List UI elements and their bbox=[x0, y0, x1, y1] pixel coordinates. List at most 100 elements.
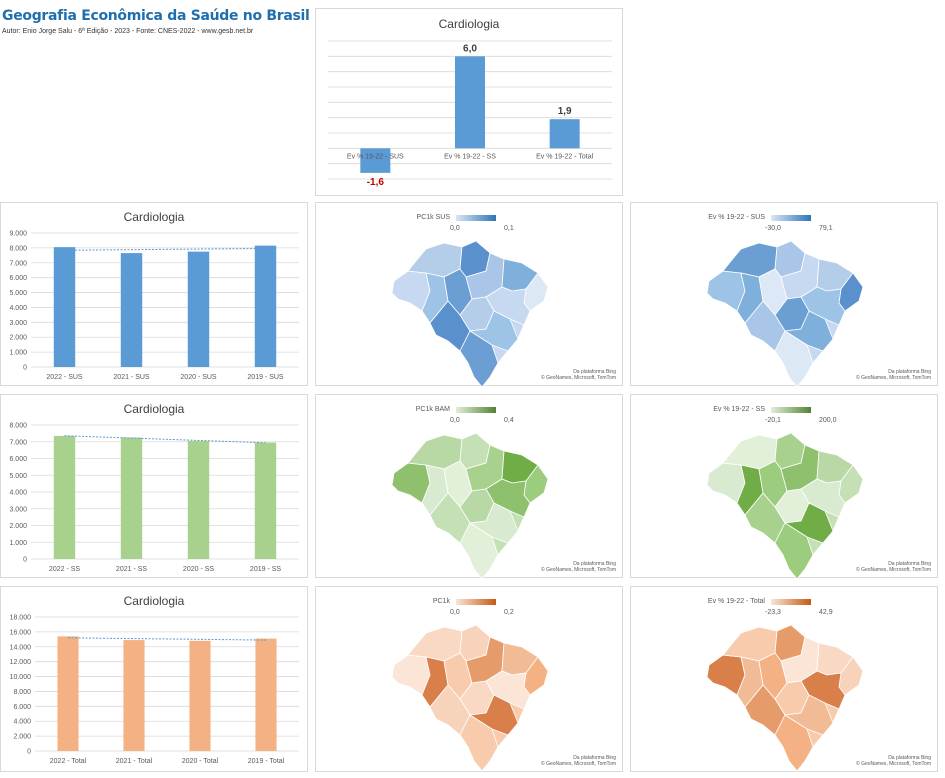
bar bbox=[120, 253, 143, 367]
y-tick-label: 1.000 bbox=[9, 540, 27, 547]
map-region bbox=[774, 714, 814, 772]
map-credit: Da plataforma Bing © GeoNames, Microsoft,… bbox=[541, 561, 616, 573]
bar bbox=[57, 636, 79, 751]
x-tick-label: 2021 - SS bbox=[116, 566, 147, 573]
chart-title: Cardiologia bbox=[123, 402, 185, 416]
bar bbox=[187, 251, 210, 367]
chart-ss: 0 1.000 2.000 3.000 4.000 5.000 6.000 7.000 8.00… bbox=[9, 423, 299, 573]
map-panel-6: Ev % 19-22 - Total -23,3 42,9 Da plataforma… bbox=[630, 586, 938, 772]
map-region bbox=[783, 694, 834, 736]
map-region bbox=[774, 330, 814, 388]
map-panel-4: Ev % 19-22 - SS -20,1 200,0 Da plataforma B… bbox=[630, 394, 938, 580]
bar bbox=[53, 435, 76, 559]
y-tick-label: 4.000 bbox=[9, 490, 27, 497]
bar bbox=[455, 56, 485, 149]
map-region bbox=[459, 522, 499, 580]
map-legend-min: 0,0 bbox=[450, 609, 460, 616]
x-tick-label: 2021 - Total bbox=[116, 758, 153, 765]
map-credit-line1: Da plataforma Bing bbox=[888, 755, 931, 761]
y-tick-label: 4.000 bbox=[9, 305, 27, 312]
map-region bbox=[468, 502, 519, 544]
y-tick-label: 5.000 bbox=[9, 290, 27, 297]
x-tick-label: 2020 - SUS bbox=[180, 374, 217, 381]
map-brazil bbox=[706, 240, 864, 388]
map-shapes bbox=[706, 624, 864, 772]
y-tick-label: 1.000 bbox=[9, 350, 27, 357]
map-brazil bbox=[706, 624, 864, 772]
y-tick-label: 8.000 bbox=[9, 245, 27, 252]
map-credit-line2: © GeoNames, Microsoft, TomTom bbox=[541, 375, 616, 381]
x-tick-label: 2020 - Total bbox=[182, 758, 219, 765]
map-brazil bbox=[391, 624, 549, 772]
x-tick-label: 2022 - SUS bbox=[46, 374, 83, 381]
chart-evolution: Ev % 19-22 - SUS -1,6 Ev % 19-22 - SS 6,0 Ev… bbox=[328, 40, 612, 188]
y-tick-label: 8.000 bbox=[9, 423, 27, 430]
map-credit-line2: © GeoNames, Microsoft, TomTom bbox=[541, 761, 616, 767]
y-tick-label: 3.000 bbox=[9, 506, 27, 513]
map-credit-line1: Da plataforma Bing bbox=[888, 369, 931, 375]
map-legend-title: PC1k BAM bbox=[415, 406, 450, 413]
map-legend-gradient bbox=[456, 215, 496, 221]
map-panel-5: PC1k 0,0 0,2 Da plataforma Bing © GeoNames, … bbox=[315, 586, 623, 772]
x-tick-label: 2019 - SUS bbox=[247, 374, 284, 381]
map-legend-title: PC1k bbox=[432, 598, 450, 605]
y-tick-label: 3.000 bbox=[9, 320, 27, 327]
bar bbox=[549, 119, 580, 149]
trendline bbox=[64, 247, 266, 251]
chart-panel-evolution: Cardiologia Ev % 19-22 - SUS -1,6 Ev % 19-… bbox=[315, 8, 623, 196]
bar bbox=[360, 148, 391, 173]
map-credit: Da plataforma Bing © GeoNames, Microsoft,… bbox=[856, 561, 931, 573]
trendline bbox=[67, 637, 267, 641]
y-tick-label: 18.000 bbox=[10, 615, 32, 622]
x-tick-label: Ev % 19-22 - SS bbox=[444, 153, 496, 160]
x-tick-label: 2021 - SUS bbox=[113, 374, 150, 381]
map-credit: Da plataforma Bing © GeoNames, Microsoft,… bbox=[541, 369, 616, 381]
map-legend-gradient bbox=[771, 215, 811, 221]
map-legend-max: 0,4 bbox=[504, 417, 514, 424]
chart-panel-ss: Cardiologia 0 1.000 2.000 3.000 4.000 5.000 6.… bbox=[0, 394, 308, 578]
y-tick-label: 0 bbox=[23, 557, 27, 564]
map-credit: Da plataforma Bing © GeoNames, Microsoft,… bbox=[856, 755, 931, 767]
bar bbox=[189, 640, 211, 751]
map-brazil bbox=[391, 432, 549, 580]
map-legend-max: 0,1 bbox=[504, 225, 514, 232]
map-legend-gradient bbox=[456, 407, 496, 413]
bar bbox=[255, 638, 277, 751]
x-tick-label: 2020 - SS bbox=[183, 566, 214, 573]
x-tick-label: 2022 - Total bbox=[50, 758, 87, 765]
chart-title: Cardiologia bbox=[438, 17, 500, 31]
map-credit-line1: Da plataforma Bing bbox=[573, 755, 616, 761]
chart-panel-sus: Cardiologia 0 1.000 2.000 3.000 4.000 5.000 6.… bbox=[0, 202, 308, 386]
map-panel-2: Ev % 19-22 - SUS -30,0 79,1 Da plataforma B… bbox=[630, 202, 938, 388]
map-legend-min: -20,1 bbox=[765, 417, 781, 424]
map-legend-min: 0,0 bbox=[450, 417, 460, 424]
x-tick-label: Ev % 19-22 - SUS bbox=[347, 153, 404, 160]
chart-panel-total: Cardiologia 0 2.000 4.000 6.000 8.000 10.000 1… bbox=[0, 586, 308, 772]
chart-title: Cardiologia bbox=[123, 594, 185, 608]
map-shapes bbox=[391, 240, 549, 388]
map-credit: Da plataforma Bing © GeoNames, Microsoft,… bbox=[856, 369, 931, 381]
y-tick-label: 7.000 bbox=[9, 260, 27, 267]
y-tick-label: 10.000 bbox=[10, 674, 32, 681]
bar bbox=[254, 245, 277, 367]
bar bbox=[53, 247, 76, 367]
y-tick-label: 6.000 bbox=[9, 275, 27, 282]
map-shapes bbox=[706, 432, 864, 580]
y-tick-label: 6.000 bbox=[13, 704, 31, 711]
chart-sus: 0 1.000 2.000 3.000 4.000 5.000 6.000 7.000 8.00… bbox=[9, 231, 299, 381]
map-shapes bbox=[391, 432, 549, 580]
x-tick-label: 2019 - SS bbox=[250, 566, 281, 573]
map-credit: Da plataforma Bing © GeoNames, Microsoft,… bbox=[541, 755, 616, 767]
y-tick-label: 4.000 bbox=[13, 719, 31, 726]
x-tick-label: 2019 - Total bbox=[248, 758, 285, 765]
report-subtitle: Autor: Enio Jorge Salu - 6ª Edição - 202… bbox=[2, 28, 254, 35]
map-credit-line2: © GeoNames, Microsoft, TomTom bbox=[541, 567, 616, 573]
chart-total: 0 2.000 4.000 6.000 8.000 10.000 12.000 14.000 1… bbox=[10, 615, 299, 765]
map-region bbox=[468, 694, 519, 736]
data-label: 6,0 bbox=[463, 43, 477, 54]
x-tick-label: 2022 - SS bbox=[49, 566, 80, 573]
y-tick-label: 0 bbox=[27, 749, 31, 756]
map-credit-line1: Da plataforma Bing bbox=[888, 561, 931, 567]
map-credit-line2: © GeoNames, Microsoft, TomTom bbox=[856, 375, 931, 381]
map-brazil bbox=[706, 432, 864, 580]
